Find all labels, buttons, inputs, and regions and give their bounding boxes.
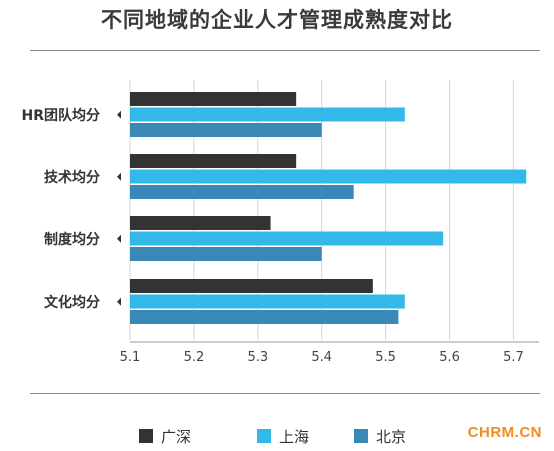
watermark-logo: CHRM.CN xyxy=(467,424,542,441)
bar-0-2 xyxy=(130,123,322,137)
bar-0-1 xyxy=(130,107,405,122)
bar-2-1 xyxy=(130,231,444,246)
category-marker-icon-1 xyxy=(117,172,121,181)
top-divider xyxy=(30,50,540,51)
bar-1-0 xyxy=(130,154,297,168)
bar-3-1 xyxy=(130,294,405,309)
x-tick-label-2: 5.3 xyxy=(247,350,268,365)
category-marker-icon-2 xyxy=(117,234,121,243)
bar-1-1 xyxy=(130,169,527,184)
bar-1-2 xyxy=(130,185,354,199)
legend-swatch-0 xyxy=(139,429,153,443)
legend-label-1: 上海 xyxy=(279,427,310,446)
bar-2-2 xyxy=(130,247,322,261)
x-tick-label-3: 5.4 xyxy=(311,350,332,365)
legend-swatch-2 xyxy=(354,429,368,443)
x-tick-label-0: 5.1 xyxy=(120,350,141,365)
category-label-2: 制度均分 xyxy=(44,231,100,248)
x-tick-label-1: 5.2 xyxy=(184,350,205,365)
category-marker-icon-3 xyxy=(117,297,121,306)
bar-0-0 xyxy=(130,92,297,106)
legend-item-2: 北京 xyxy=(354,427,407,446)
legend-item-1: 上海 xyxy=(257,427,310,446)
category-label-1: 技术均分 xyxy=(44,169,100,186)
legend-swatch-1 xyxy=(257,429,271,443)
category-label-3: 文化均分 xyxy=(44,294,100,311)
x-tick-label-6: 5.7 xyxy=(503,350,524,365)
category-marker-icon-0 xyxy=(117,110,121,119)
legend-label-2: 北京 xyxy=(376,427,407,446)
bar-2-0 xyxy=(130,216,271,230)
bar-3-2 xyxy=(130,310,399,324)
chart-title: 不同地域的企业人才管理成熟度对比 xyxy=(101,8,453,32)
legend-label-0: 广深 xyxy=(161,427,192,446)
category-label-0: HR团队均分 xyxy=(22,107,101,124)
bottom-divider xyxy=(30,393,540,394)
x-tick-label-5: 5.6 xyxy=(439,350,460,365)
x-tick-label-4: 5.5 xyxy=(375,350,396,365)
bar-3-0 xyxy=(130,279,373,293)
legend-item-0: 广深 xyxy=(139,427,192,446)
